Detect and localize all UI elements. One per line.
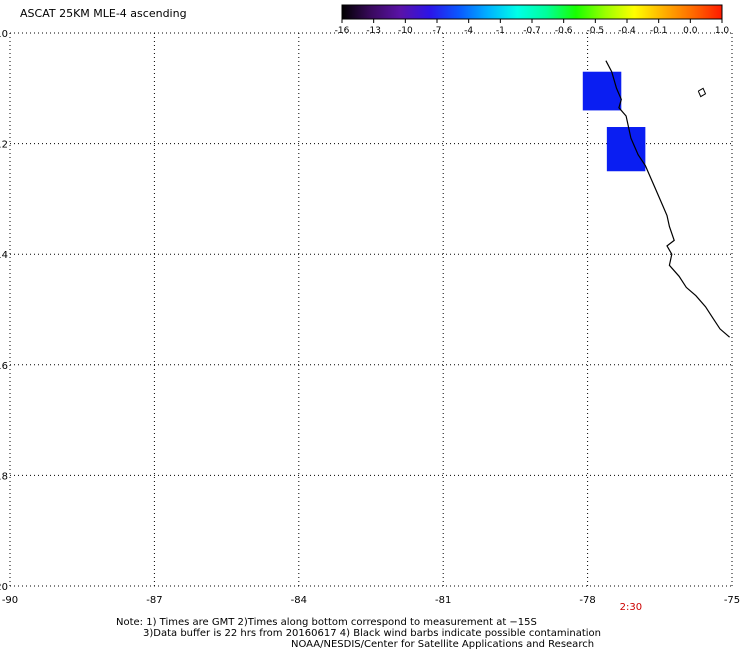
wind-cell [606,127,646,172]
colorbar-tick-label: -0.7 [523,26,541,36]
lon-tick-label: -75 [724,595,740,606]
axis-labels: -90 -87 -84 -81 -78 -75 -10 -12 -14 -16 -18 -20 [0,29,740,606]
gridlines [9,32,733,587]
note-line-2: 3)Data buffer is 22 hrs from 20160617 4)… [143,628,601,639]
map-title: ASCAT 25KM MLE-4 ascending [20,7,187,20]
time-label: 2:30 [620,602,642,613]
island-outline [697,87,707,98]
colorbar-tick-label: 0.0 [683,26,698,36]
lat-tick-label: -20 [0,582,8,593]
note-line-3: NOAA/NESDIS/Center for Satellite Applica… [291,639,595,650]
lon-tick-label: -81 [435,595,451,606]
colorbar-tick-label: -4 [464,26,473,36]
lon-tick-label: -78 [579,595,595,606]
wind-cell [582,71,622,111]
colorbar [341,4,723,20]
colorbar-tick-label: -0.1 [650,26,668,36]
colorbar-tick-label: 1.0 [715,26,730,36]
lat-tick-label: -12 [0,140,8,151]
lat-tick-label: -14 [0,250,8,261]
lon-tick-label: -87 [146,595,162,606]
lat-tick-label: -18 [0,471,8,482]
colorbar-tick-label: -13 [366,26,381,36]
note-line-1: Note: 1) Times are GMT 2)Times along bot… [116,617,537,628]
colorbar-tick-label: -0.5 [587,26,605,36]
lat-tick-label: -10 [0,29,8,40]
lon-tick-label: -90 [2,595,18,606]
wind-cells [582,71,646,172]
lon-tick-label: -84 [291,595,307,606]
colorbar-tick-label: -16 [335,26,350,36]
colorbar-tick-label: -7 [433,26,442,36]
coastline [605,60,730,338]
colorbar-tick-label: -10 [398,26,413,36]
colorbar-ticks: -16 -13 -10 -7 -4 -1 -0.7 -0.6 -0.5 -0.4 -0.1 0.0 1.… [335,19,730,36]
colorbar-tick-label: -0.6 [555,26,573,36]
lat-tick-label: -16 [0,361,8,372]
colorbar-tick-label: -1 [496,26,505,36]
colorbar-tick-label: -0.4 [618,26,636,36]
